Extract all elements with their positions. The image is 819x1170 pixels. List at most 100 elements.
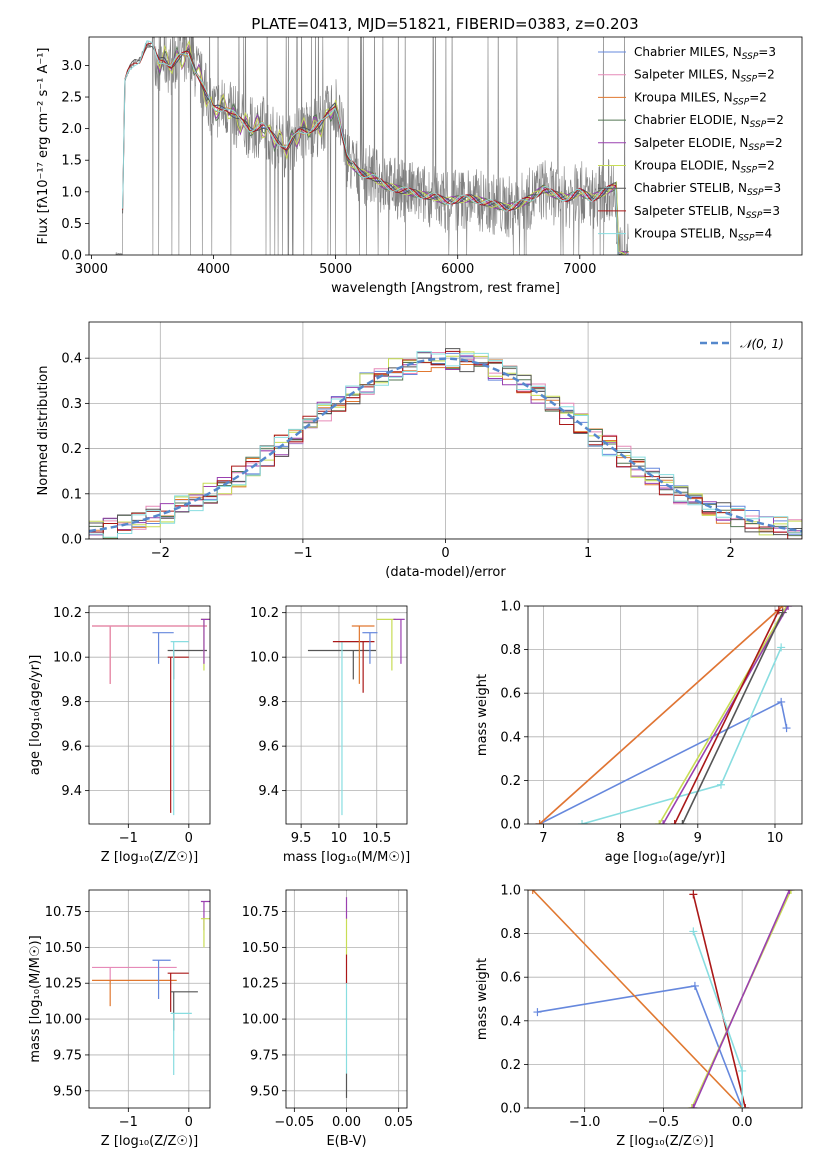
series-marker <box>782 724 791 733</box>
y-tick-label: 0.8 <box>500 643 521 658</box>
legend-entry: Salpeter MILES, NSSP=2 <box>634 68 775 85</box>
x-tick-label: −1 <box>119 831 138 846</box>
legend-entry: Kroupa ELODIE, NSSP=2 <box>634 159 775 176</box>
y-tick-label: 9.75 <box>53 1048 82 1063</box>
legend-entry: Salpeter ELODIE, NSSP=2 <box>634 136 783 153</box>
legend-entry: Salpeter STELIB, NSSP=3 <box>634 204 780 221</box>
series-marker <box>528 890 537 894</box>
y-tick-label: 0.4 <box>500 1014 521 1029</box>
panel-mass-vs-Z: −1 0 9.50 9.75 10.00 10.25 10.50 10.75 Z [log₁₀(… <box>28 889 211 1149</box>
y-tick-label: 0.8 <box>500 927 521 942</box>
legend-entry: Kroupa STELIB, NSSP=4 <box>634 227 772 244</box>
y-axis-label: Normed distribution <box>36 366 51 496</box>
y-tick-label: 0.6 <box>500 687 521 702</box>
axes-frame <box>527 605 803 825</box>
panel-mass-weight-vs-age: 7 8 9 10 0.0 0.2 0.4 0.6 0.8 1.0 age [log₁₀(age/yr… <box>475 600 803 865</box>
series-marker <box>738 1104 747 1108</box>
y-tick-label: 10.00 <box>45 1013 82 1028</box>
y-axis-label: mass [log₁₀(M/M☉)] <box>28 935 43 1062</box>
series-marker <box>690 981 699 990</box>
y-tick-label: 0.2 <box>500 774 521 789</box>
x-tick-label: 10 <box>331 831 348 846</box>
panel-age-vs-Z: −1 0 9.4 9.6 9.8 10.0 10.2 Z [log₁₀(Z/Z☉)] age [… <box>28 605 211 865</box>
y-tick-label: 0.1 <box>61 487 82 502</box>
x-axis-label: Z [log₁₀(Z/Z☉)] <box>616 1134 713 1149</box>
series-marker <box>777 697 786 706</box>
axes-frame <box>88 321 803 540</box>
y-tick-label: 10.75 <box>45 905 82 920</box>
x-axis-label: mass [log₁₀(M/M☉)] <box>283 850 410 865</box>
series-marker <box>689 1104 698 1108</box>
series-marker <box>778 608 787 617</box>
y-tick-label: 0.3 <box>61 397 82 412</box>
y-tick-label: 2.0 <box>61 122 82 137</box>
plot-area-mass-vs-Z <box>89 890 210 1108</box>
x-tick-label: 8 <box>616 831 624 846</box>
axes-frame <box>88 605 211 825</box>
series-marker <box>670 820 679 824</box>
axes-frame <box>285 889 408 1109</box>
x-tick-label: 1 <box>584 546 592 561</box>
plot-area-age-vs-Z <box>89 606 210 824</box>
series-salpeter-elodie <box>662 606 789 824</box>
y-tick-label: 10.0 <box>250 651 279 666</box>
y-axis-label: Flux [fλ10⁻¹⁷ erg cm⁻² s⁻¹ A⁻¹] <box>36 48 51 245</box>
series-salpeter-stelib <box>673 610 780 824</box>
legend-entry: Chabrier MILES, NSSP=3 <box>634 45 776 62</box>
y-tick-label: 9.50 <box>250 1084 279 1099</box>
y-tick-label: 1.0 <box>500 600 521 615</box>
series-marker <box>678 820 687 824</box>
x-tick-label: 5000 <box>319 262 352 277</box>
x-tick-label: −0.05 <box>274 1115 314 1130</box>
series-marker <box>655 820 664 824</box>
x-axis-label: Z [log₁₀(Z/Z☉)] <box>101 1134 198 1149</box>
x-axis-label: wavelength [Angstrom, rest frame] <box>331 281 560 296</box>
y-tick-label: 10.2 <box>250 606 279 621</box>
series-marker <box>786 890 795 894</box>
series-kroupa-miles <box>539 606 784 824</box>
x-tick-label: −0.5 <box>648 1115 680 1130</box>
y-tick-label: 0.0 <box>500 818 521 833</box>
y-tick-label: 9.6 <box>258 740 279 755</box>
y-axis-label: mass weight <box>475 674 490 756</box>
panel-mass-vs-EBV: −0.05 0.00 0.05 9.50 9.75 10.00 10.25 10.50 10.7… <box>242 889 413 1149</box>
x-tick-label: 10.5 <box>362 831 391 846</box>
x-tick-label: −1 <box>293 546 312 561</box>
plot-area-residual-histogram <box>89 322 802 539</box>
y-tick-label: 1.0 <box>61 185 82 200</box>
y-tick-label: 0.0 <box>500 1102 521 1117</box>
series-marker <box>689 890 698 899</box>
histogram-kroupa-stelib <box>89 351 802 538</box>
y-axis-label: mass weight <box>475 958 490 1040</box>
y-tick-label: 2.5 <box>61 91 82 106</box>
x-tick-label: 3000 <box>75 262 108 277</box>
plot-area-mass-weight-vs-Z <box>528 890 802 1108</box>
x-tick-label: 2 <box>727 546 735 561</box>
series-marker <box>533 1008 542 1017</box>
legend-entry: Chabrier STELIB, NSSP=3 <box>634 181 781 198</box>
spectrum-legend: Chabrier MILES, NSSP=3 Salpeter MILES, NS… <box>598 45 784 244</box>
x-tick-label: 0 <box>185 1115 193 1130</box>
model-spectrum-kroupa-stelib <box>122 40 629 255</box>
legend-entry: 𝒩(0, 1) <box>740 337 784 351</box>
y-tick-label: 0.2 <box>61 442 82 457</box>
series-chabrier-miles <box>537 985 743 1108</box>
x-tick-label: −1 <box>119 1115 138 1130</box>
series-marker <box>535 820 544 824</box>
y-tick-label: 0.0 <box>61 533 82 548</box>
series-marker <box>784 606 793 610</box>
model-spectrum-salpeter-stelib <box>122 42 619 255</box>
y-tick-label: 10.50 <box>242 941 279 956</box>
axes-frame <box>527 889 803 1109</box>
x-axis-label: Z [log₁₀(Z/Z☉)] <box>101 850 198 865</box>
y-tick-label: 10.75 <box>242 905 279 920</box>
panel-mass-weight-vs-Z: −1.0 −0.5 0.0 0.0 0.2 0.4 0.6 0.8 1.0 Z [log₁₀(Z/… <box>475 884 803 1149</box>
figure-title: PLATE=0413, MJD=51821, FIBERID=0383, z=0… <box>251 15 638 33</box>
x-tick-label: 4000 <box>197 262 230 277</box>
y-tick-label: 0.4 <box>61 352 82 367</box>
y-tick-label: 0.2 <box>500 1058 521 1073</box>
series-kroupa-stelib <box>581 647 782 824</box>
y-tick-label: 9.50 <box>53 1084 82 1099</box>
x-tick-label: 0 <box>185 831 193 846</box>
panel-spectrum: 3000 4000 5000 6000 7000 0.0 0.5 1.0 1.5 2.0 2.5 3.… <box>36 36 803 296</box>
